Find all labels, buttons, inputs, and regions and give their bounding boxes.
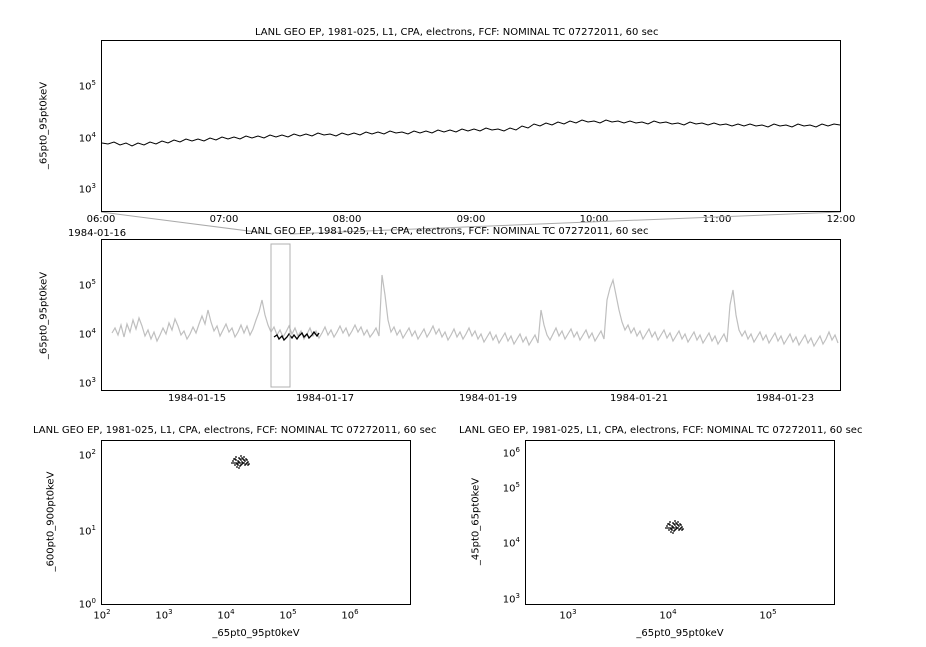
top-panel-date-label: 1984-01-16 (68, 228, 127, 239)
middle-panel-ytick-1000: 103 (78, 376, 96, 390)
middle-panel-xtick-4: 1984-01-23 (755, 393, 815, 404)
middle-panel-highlight-line (273, 330, 320, 342)
top-panel-title: LANL GEO EP, 1981-025, L1, CPA, electron… (255, 27, 659, 38)
bottom-left-point-cluster (231, 455, 250, 469)
bottom-left-scatter-area (231, 455, 250, 469)
bottom-left-ytick-1: 100 (78, 597, 96, 611)
bottom-left-xtick-2: 104 (217, 608, 235, 622)
bottom-left-ylabel: _600pt0_900pt0keV (45, 471, 57, 572)
bottom-right-xtick-2: 105 (759, 608, 777, 622)
top-panel-plot-area (102, 119, 840, 147)
top-panel-xtick-1: 07:00 (209, 214, 239, 225)
top-panel-xtick-2: 08:00 (332, 214, 362, 225)
top-panel-ylabel: _65pt0_95pt0keV (38, 81, 50, 170)
middle-panel-xtick-3: 1984-01-21 (609, 393, 669, 404)
middle-panel-ytick-100000: 105 (78, 278, 96, 292)
middle-panel-selection-box[interactable] (270, 243, 291, 388)
top-panel-ytick-100000: 105 (78, 79, 96, 93)
top-panel-xtick-3: 09:00 (456, 214, 486, 225)
bottom-left-xtick-1: 103 (155, 608, 173, 622)
middle-panel-axes (101, 239, 841, 391)
bottom-right-xlabel: _65pt0_95pt0keV (636, 628, 724, 639)
bottom-right-ytick-10000: 104 (502, 536, 520, 550)
top-panel-xtick-0: 06:00 (86, 214, 116, 225)
top-panel-xtick-4: 10:00 (579, 214, 609, 225)
middle-panel-context-line (111, 274, 839, 348)
bottom-right-xtick-0: 103 (559, 608, 577, 622)
middle-panel-xtick-2: 1984-01-19 (458, 393, 518, 404)
bottom-left-xlabel: _65pt0_95pt0keV (212, 628, 300, 639)
bottom-right-scatter-area (665, 520, 684, 534)
bottom-left-panel-axes (101, 440, 411, 605)
bottom-right-panel-title: LANL GEO EP, 1981-025, L1, CPA, electron… (459, 425, 863, 436)
bottom-left-ytick-10: 101 (78, 524, 96, 538)
bottom-right-ylabel: _45pt0_65pt0keV (470, 477, 482, 566)
bottom-left-xtick-0: 102 (93, 608, 111, 622)
top-panel-xtick-5: 11:00 (702, 214, 732, 225)
top-panel-axes (101, 40, 841, 212)
bottom-left-xtick-3: 105 (279, 608, 297, 622)
top-panel-xtick-6: 12:00 (826, 214, 856, 225)
bottom-left-panel-title: LANL GEO EP, 1981-025, L1, CPA, electron… (33, 425, 437, 436)
top-panel-series-line (102, 119, 840, 147)
middle-panel-plot-area (111, 243, 839, 388)
middle-panel-ytick-10000: 104 (78, 327, 96, 341)
bottom-right-ytick-100000: 105 (502, 481, 520, 495)
bottom-right-point-cluster (665, 520, 684, 534)
middle-panel-xtick-0: 1984-01-15 (167, 393, 227, 404)
middle-panel-ylabel: _65pt0_95pt0keV (38, 271, 50, 360)
zoom-connector-lines (100, 212, 842, 235)
bottom-right-ytick-1000000: 106 (502, 446, 520, 460)
bottom-left-xtick-4: 106 (341, 608, 359, 622)
middle-panel-title: LANL GEO EP, 1981-025, L1, CPA, electron… (245, 226, 649, 237)
bottom-right-xtick-1: 104 (659, 608, 677, 622)
top-panel-ytick-1000: 103 (78, 182, 96, 196)
middle-panel-xtick-1: 1984-01-17 (295, 393, 355, 404)
bottom-right-panel-axes (525, 440, 835, 605)
bottom-left-ytick-100: 102 (78, 448, 96, 462)
top-panel-ytick-10000: 104 (78, 131, 96, 145)
bottom-right-ytick-1000: 103 (502, 592, 520, 606)
